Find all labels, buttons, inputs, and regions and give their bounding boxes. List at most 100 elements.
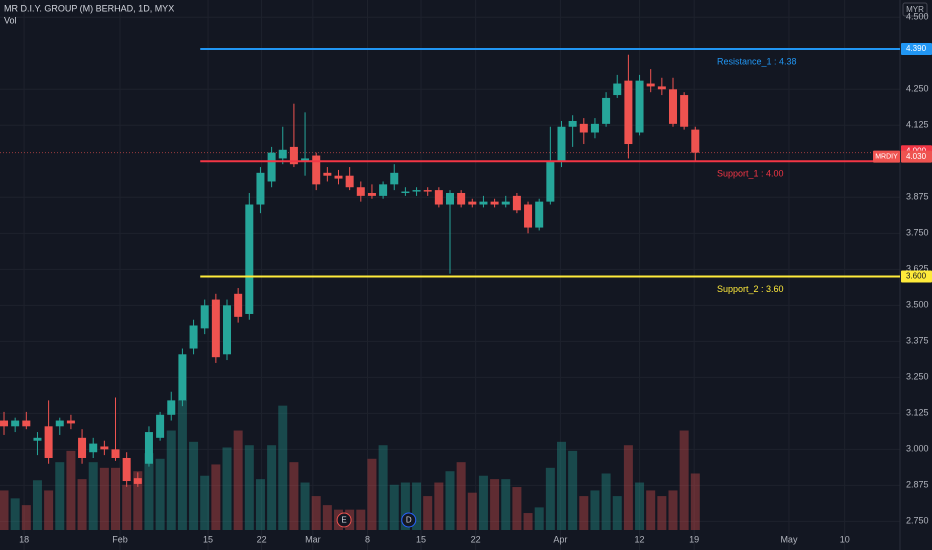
candle-body bbox=[624, 80, 633, 145]
volume-bar bbox=[0, 490, 9, 530]
x-tick-label: Feb bbox=[112, 534, 128, 544]
candle-body bbox=[301, 158, 310, 162]
volume-bar bbox=[177, 400, 187, 530]
volume-bar bbox=[44, 490, 54, 530]
candle-body bbox=[646, 83, 655, 87]
volume-bar bbox=[111, 467, 121, 530]
candle-body bbox=[691, 129, 700, 153]
volume-bar bbox=[400, 482, 410, 530]
candle-body bbox=[557, 126, 566, 162]
candle-body bbox=[434, 190, 443, 205]
candle-body bbox=[490, 201, 499, 205]
volume-bar bbox=[568, 450, 578, 530]
candle-body bbox=[66, 420, 75, 424]
volume-bar bbox=[200, 475, 210, 530]
volume-bar bbox=[289, 462, 299, 530]
volume-bar bbox=[88, 462, 98, 530]
volume-bar bbox=[77, 479, 87, 530]
x-tick-label: 22 bbox=[471, 534, 481, 544]
x-tick-label: 18 bbox=[19, 534, 29, 544]
volume-bar bbox=[545, 467, 555, 530]
candle-body bbox=[144, 432, 153, 464]
volume-bar bbox=[244, 445, 254, 530]
volume-bar bbox=[679, 430, 689, 530]
candle-body bbox=[122, 457, 131, 482]
level-label: Resistance_1 : 4.38 bbox=[717, 56, 797, 66]
y-tick-label: 3.750 bbox=[906, 228, 929, 238]
candle-body bbox=[423, 190, 432, 192]
y-tick-label: 3.125 bbox=[906, 408, 929, 418]
volume-bar bbox=[233, 430, 243, 530]
candle-body bbox=[412, 190, 421, 192]
candle-body bbox=[189, 325, 198, 349]
y-tick-label: 3.875 bbox=[906, 192, 929, 202]
event-label: D bbox=[406, 516, 412, 525]
volume-bar bbox=[478, 475, 488, 530]
last-price-symbol: MRDIY bbox=[875, 154, 898, 161]
volume-bar bbox=[166, 430, 176, 530]
candle-body bbox=[390, 172, 399, 185]
x-tick-label: 8 bbox=[365, 534, 370, 544]
level-tag bbox=[901, 270, 932, 283]
candle-body bbox=[312, 155, 321, 185]
y-tick-label: 4.500 bbox=[906, 12, 929, 22]
volume-bar bbox=[412, 482, 422, 530]
candle-body bbox=[668, 89, 677, 124]
candle-body bbox=[211, 299, 220, 358]
volume-label: Vol bbox=[4, 15, 17, 25]
volume-bar bbox=[32, 480, 42, 530]
candle-body bbox=[256, 172, 265, 205]
volume-bar bbox=[278, 405, 288, 530]
x-tick-label: 12 bbox=[635, 534, 645, 544]
candle-body bbox=[345, 175, 354, 188]
y-tick-label: 2.750 bbox=[906, 516, 929, 526]
volume-bar bbox=[490, 479, 500, 530]
candle-body bbox=[22, 420, 31, 427]
candle-body bbox=[546, 161, 555, 202]
candle-body bbox=[568, 120, 577, 127]
candle-body bbox=[356, 187, 365, 196]
candle-body bbox=[156, 414, 165, 438]
candle-body bbox=[657, 86, 666, 90]
volume-bar bbox=[10, 498, 20, 530]
volume-bar bbox=[66, 450, 76, 530]
candle-body bbox=[245, 204, 254, 314]
level-label: Support_2 : 3.60 bbox=[717, 284, 784, 294]
volume-bar bbox=[556, 441, 566, 530]
volume-bar bbox=[579, 496, 589, 530]
level-tag-label: 4.390 bbox=[906, 44, 927, 53]
volume-bar bbox=[501, 479, 511, 530]
candle-body bbox=[78, 437, 87, 458]
x-tick-label: Apr bbox=[553, 534, 567, 544]
volume-bar bbox=[512, 487, 522, 530]
chart-title: MR D.I.Y. GROUP (M) BERHAD, 1D, MYX bbox=[4, 3, 174, 13]
volume-bar bbox=[623, 445, 633, 530]
volume-bar bbox=[267, 445, 277, 530]
y-tick-label: 3.375 bbox=[906, 336, 929, 346]
volume-bar bbox=[378, 445, 388, 530]
y-tick-label: 3.250 bbox=[906, 372, 929, 382]
candle-body bbox=[579, 123, 588, 133]
candle-body bbox=[111, 449, 120, 458]
volume-bar bbox=[356, 509, 366, 530]
candle-body bbox=[234, 293, 243, 317]
volume-bar bbox=[99, 467, 109, 530]
volume-bar bbox=[612, 496, 622, 530]
candle-body bbox=[334, 175, 343, 179]
volume-bar bbox=[590, 490, 600, 530]
volume-bar bbox=[434, 482, 444, 530]
candle-body bbox=[479, 201, 488, 205]
candle-body bbox=[200, 305, 209, 329]
volume-bar bbox=[668, 490, 678, 530]
volume-bar bbox=[534, 507, 544, 530]
candle-body bbox=[501, 201, 510, 205]
volume-bar bbox=[423, 496, 433, 530]
volume-bar bbox=[445, 471, 455, 530]
candle-body bbox=[590, 123, 599, 133]
candle-body bbox=[133, 478, 142, 484]
candle-body bbox=[167, 400, 176, 415]
candle-body bbox=[89, 443, 98, 453]
volume-bar bbox=[122, 484, 132, 530]
event-label: E bbox=[341, 516, 346, 525]
